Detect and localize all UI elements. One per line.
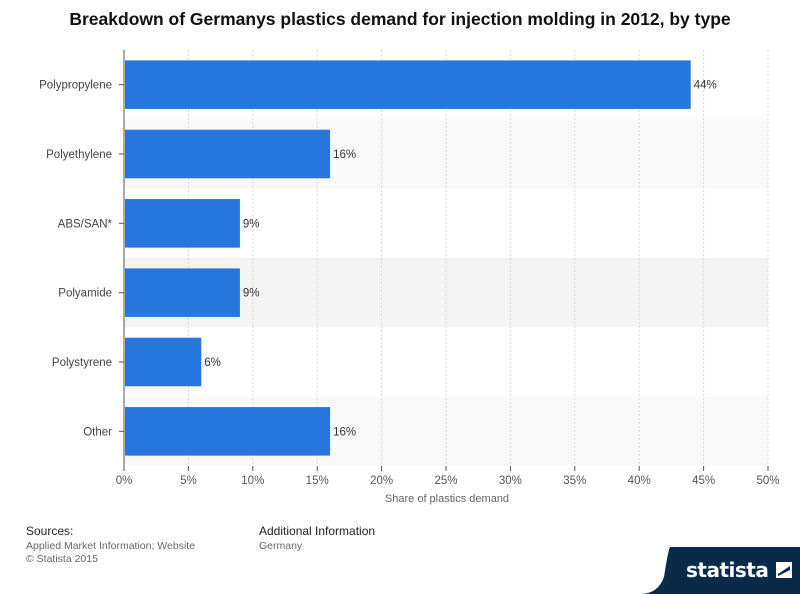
logo-text: statista [686, 558, 769, 582]
category-label: Polyamide [58, 288, 112, 300]
logo-background [640, 547, 800, 594]
sources-line: Applied Market Information; Website [26, 540, 196, 552]
x-tick-label: 35% [563, 475, 586, 487]
x-tick-label: 40% [628, 475, 651, 487]
bar[interactable] [125, 199, 240, 248]
statista-logo-icon [776, 562, 792, 578]
category-label: Polyethylene [46, 149, 112, 161]
x-tick-label: 15% [306, 475, 329, 487]
value-labels: 44% 16% 9% 9% 6% 16% [204, 80, 716, 439]
additional-info-heading: Additional Information [259, 524, 376, 538]
copyright-line: © Statista 2015 [26, 553, 98, 565]
bar[interactable] [125, 407, 331, 456]
value-label: 9% [243, 288, 260, 300]
additional-info-line: Germany [259, 540, 303, 552]
category-label: Other [83, 426, 112, 438]
x-tick-label: 45% [692, 475, 715, 487]
x-tick-label: 10% [241, 475, 264, 487]
x-tick-label: 0% [116, 475, 133, 487]
gridlines [187, 50, 769, 466]
bars [125, 60, 691, 456]
bar[interactable] [125, 268, 240, 317]
value-label: 44% [694, 80, 717, 92]
bar[interactable] [125, 337, 202, 387]
bar[interactable] [125, 129, 331, 179]
category-label: ABS/SAN* [58, 218, 113, 230]
x-tick-label: 25% [434, 475, 457, 487]
bar-chart: 0% 5% 10% 15% 20% 25% 30% 35% 40% 45% 50% Polyprop… [39, 50, 780, 505]
value-label: 9% [243, 218, 260, 230]
x-tick-label: 20% [370, 475, 393, 487]
value-label: 6% [204, 357, 221, 369]
x-tick-label: 5% [180, 475, 197, 487]
value-label: 16% [333, 426, 356, 438]
category-labels: Polypropylene Polyethylene ABS/SAN* Polyami… [39, 80, 124, 438]
x-tick-label: 30% [499, 475, 522, 487]
x-axis-title: Share of plastics demand [385, 493, 509, 505]
sources-heading: Sources: [26, 524, 74, 538]
value-label: 16% [333, 149, 356, 161]
category-label: Polypropylene [39, 80, 112, 92]
category-label: Polystyrene [52, 357, 112, 369]
x-axis-ticks: 0% 5% 10% 15% 20% 25% 30% 35% 40% 45% 50% [116, 466, 780, 487]
statista-logo[interactable]: statista [640, 547, 800, 594]
chart-title: Breakdown of Germanys plastics demand fo… [69, 9, 731, 29]
x-tick-label: 50% [756, 475, 779, 487]
bar[interactable] [125, 60, 691, 109]
